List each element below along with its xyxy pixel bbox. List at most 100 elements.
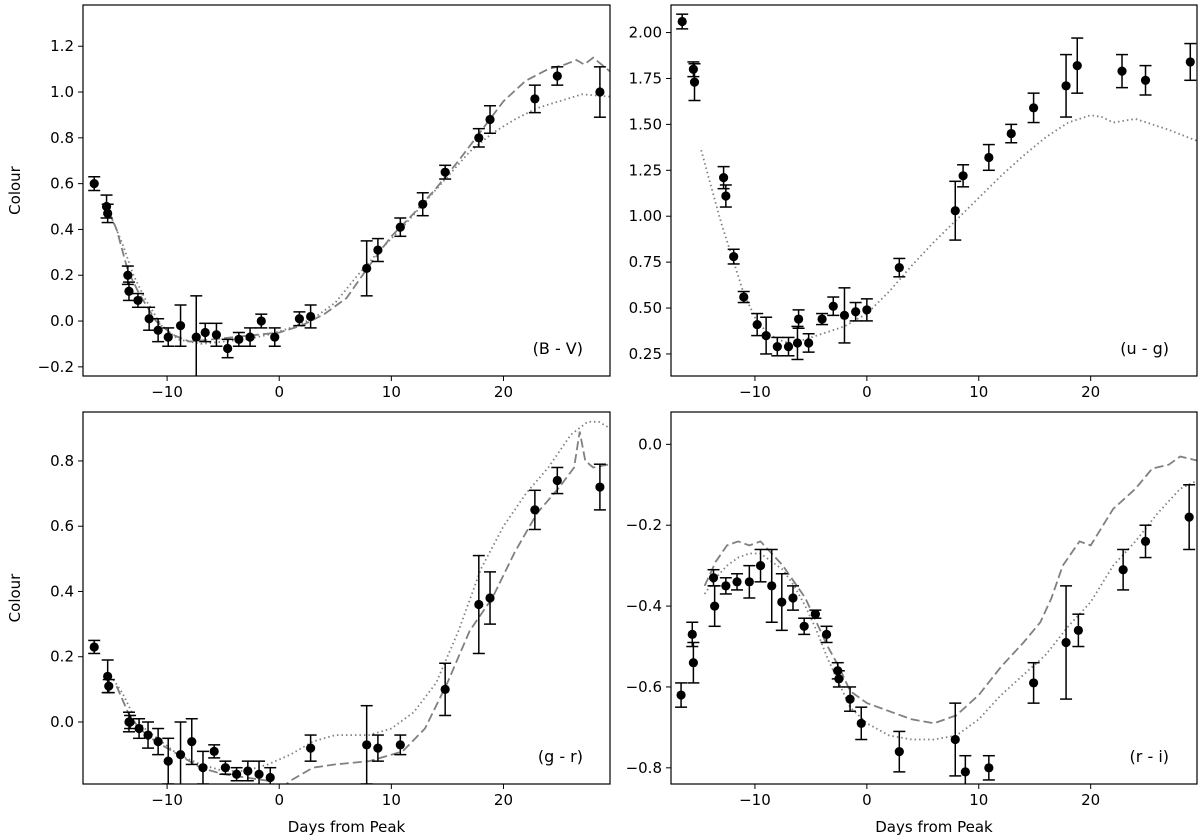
data-marker <box>89 179 99 189</box>
x-tick-label: 0 <box>274 383 284 401</box>
data-point <box>982 754 995 781</box>
data-marker <box>89 642 99 652</box>
data-marker <box>834 674 844 684</box>
data-point <box>88 639 101 655</box>
data-point <box>360 240 373 297</box>
y-tick-label: 1.50 <box>629 115 662 133</box>
x-tick-label: 20 <box>1081 383 1100 401</box>
data-marker <box>894 263 904 273</box>
data-marker <box>552 475 562 486</box>
data-point <box>88 176 101 192</box>
data-marker <box>234 334 244 344</box>
data-marker <box>739 292 749 302</box>
data-point <box>844 686 857 712</box>
data-point <box>230 766 243 782</box>
data-point <box>792 309 805 329</box>
data-marker <box>828 301 838 311</box>
data-point <box>760 316 773 355</box>
dotted-model-line <box>703 479 1197 741</box>
data-point <box>121 265 134 286</box>
data-marker <box>362 263 372 273</box>
plot-area <box>676 13 1197 361</box>
data-point <box>675 682 688 708</box>
y-tick-label: −0.8 <box>626 759 662 777</box>
data-marker <box>821 629 832 639</box>
data-point <box>241 760 254 782</box>
data-marker <box>211 330 222 340</box>
data-marker <box>294 314 305 324</box>
data-marker <box>143 730 153 740</box>
y-axis-label: Colour <box>6 573 24 623</box>
y-tick-label: 1.2 <box>50 37 74 55</box>
data-point <box>1184 42 1197 82</box>
data-marker <box>163 756 173 766</box>
x-axis-label: Days from Peak <box>288 818 406 836</box>
data-marker <box>792 338 803 348</box>
data-point <box>855 706 868 741</box>
data-marker <box>362 740 372 750</box>
panel-2: −10 0 10 20 0.0 0.2 0.4 0.6 0.8 (g - r) Colour Days… <box>6 411 611 836</box>
data-marker <box>153 325 163 335</box>
data-point <box>893 730 906 773</box>
x-tick-label: 0 <box>862 791 872 809</box>
data-marker <box>856 718 866 728</box>
data-marker <box>256 316 266 326</box>
data-point <box>982 143 995 172</box>
data-point <box>416 192 429 217</box>
data-point <box>771 336 784 357</box>
data-point <box>484 105 497 134</box>
x-tick-label: −10 <box>739 791 771 809</box>
data-marker <box>687 629 697 639</box>
data-marker <box>485 593 495 603</box>
axes-frame <box>82 4 611 377</box>
data-point <box>394 217 407 238</box>
data-point <box>708 585 721 628</box>
data-point <box>196 750 209 784</box>
data-marker <box>103 671 113 681</box>
x-tick-label: 10 <box>969 383 988 401</box>
data-point <box>174 721 187 784</box>
data-marker <box>223 343 233 354</box>
data-point <box>439 662 452 717</box>
data-marker <box>418 199 428 209</box>
x-tick-label: 0 <box>862 383 872 401</box>
plot-area <box>88 420 610 784</box>
data-marker <box>124 286 134 296</box>
y-axis-label: Colour <box>6 165 24 215</box>
data-point <box>820 625 833 644</box>
data-marker <box>719 173 729 183</box>
data-marker <box>688 658 698 668</box>
data-marker <box>1185 57 1195 67</box>
data-point <box>686 621 699 648</box>
data-point <box>838 287 851 344</box>
y-tick-label: 0.0 <box>638 435 662 453</box>
data-marker <box>243 766 253 776</box>
panel-label: (B - V) <box>533 339 583 358</box>
y-tick-label: −0.2 <box>626 516 662 534</box>
data-point <box>593 463 606 511</box>
data-marker <box>232 769 242 779</box>
data-marker <box>1061 637 1071 648</box>
data-marker <box>245 332 255 342</box>
plot-area <box>675 455 1197 784</box>
data-marker <box>153 736 163 747</box>
data-point <box>190 295 203 376</box>
data-point <box>371 734 384 762</box>
data-marker <box>530 505 540 515</box>
data-point <box>737 290 750 304</box>
data-point <box>152 317 165 343</box>
data-point <box>1116 53 1129 89</box>
y-tick-label: 0.6 <box>50 517 74 535</box>
data-point <box>210 322 223 347</box>
y-tick-label: −0.4 <box>626 597 662 615</box>
data-marker <box>144 314 154 324</box>
data-marker <box>163 332 173 342</box>
data-marker <box>845 694 855 704</box>
data-point <box>949 702 962 777</box>
axes-frame <box>670 4 1198 377</box>
data-marker <box>485 114 495 125</box>
data-point <box>802 333 815 353</box>
data-marker <box>1061 81 1071 91</box>
data-point <box>849 301 862 322</box>
data-marker <box>689 77 700 87</box>
